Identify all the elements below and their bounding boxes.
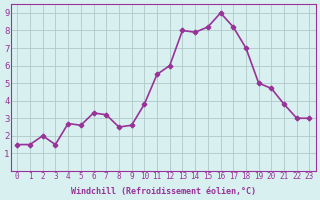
X-axis label: Windchill (Refroidissement éolien,°C): Windchill (Refroidissement éolien,°C) — [71, 187, 256, 196]
